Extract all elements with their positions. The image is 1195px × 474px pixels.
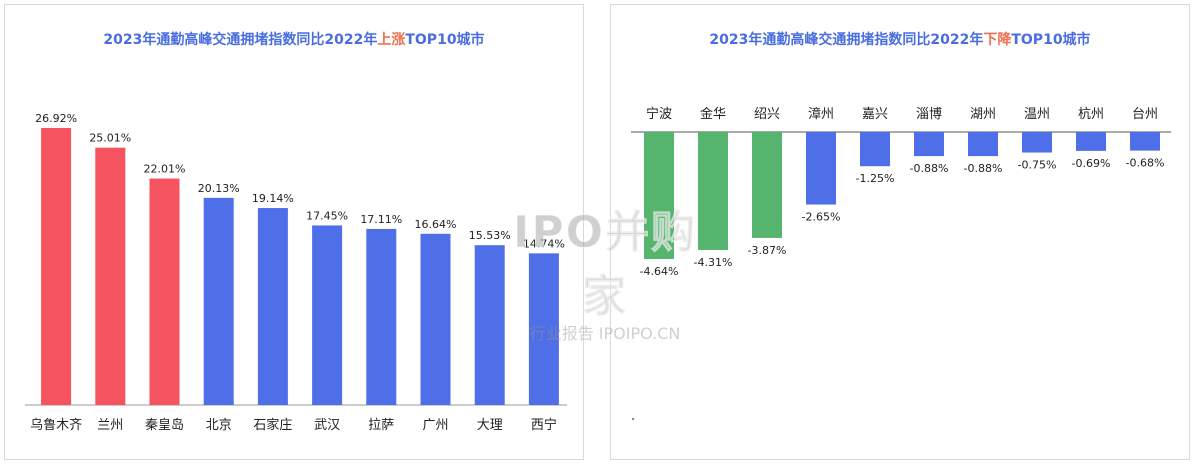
- data-label: 19.14%: [252, 192, 294, 205]
- stray-dot: [632, 418, 634, 420]
- data-label: 26.92%: [35, 112, 77, 125]
- bar: [860, 132, 890, 167]
- x-tick-label: 温州: [1024, 107, 1050, 122]
- bar: [806, 132, 836, 205]
- x-tick-label: 乌鲁木齐: [30, 417, 82, 433]
- bar: [968, 132, 998, 157]
- bar-chart-fall: -4.64% 宁波 -4.31% 金华 -3.87% 绍兴 -2.65% 漳州 -1.25% 嘉兴…: [631, 106, 1171, 278]
- bar-chart-rise: 26.92% 乌鲁木齐 25.01% 兰州 22.01% 秦皇岛 20.13% 北京 19.14…: [25, 112, 567, 433]
- x-tick-label: 金华: [700, 106, 726, 122]
- data-label: -2.65%: [802, 211, 841, 224]
- data-label: -3.87%: [748, 244, 787, 257]
- x-tick-label: 拉萨: [368, 418, 394, 433]
- data-label: -0.75%: [1018, 159, 1057, 172]
- bar: [95, 147, 126, 405]
- data-label: 17.11%: [360, 213, 402, 226]
- bar: [474, 245, 505, 405]
- chart-panel-fall: 2023年通勤高峰交通拥堵指数同比2022年下降TOP10城市 -4.64% 宁波…: [610, 4, 1190, 460]
- data-label: -1.25%: [856, 172, 895, 185]
- chart-title-rise: 2023年通勤高峰交通拥堵指数同比2022年上涨TOP10城市: [103, 32, 485, 48]
- bar: [1076, 132, 1106, 151]
- bar: [41, 128, 72, 405]
- x-tick-label: 台州: [1132, 107, 1158, 122]
- data-label: -0.69%: [1072, 157, 1111, 170]
- bar: [257, 208, 288, 405]
- data-label: -0.88%: [964, 162, 1003, 175]
- data-label: 20.13%: [198, 182, 240, 195]
- x-tick-label: 绍兴: [754, 107, 780, 122]
- bar: [698, 132, 728, 250]
- data-label: -4.31%: [694, 256, 733, 269]
- bar: [420, 233, 451, 405]
- bar: [149, 178, 180, 405]
- x-tick-label: 宁波: [646, 106, 672, 122]
- bar: [644, 132, 674, 259]
- data-label: -4.64%: [640, 265, 679, 278]
- x-tick-label: 秦皇岛: [145, 417, 184, 433]
- data-label: 17.45%: [306, 209, 348, 222]
- data-label: 15.53%: [469, 229, 511, 242]
- x-tick-label: 北京: [206, 418, 232, 433]
- bar: [1022, 132, 1052, 153]
- data-label: 14.74%: [523, 237, 565, 250]
- x-tick-label: 石家庄: [253, 417, 292, 433]
- x-tick-label: 嘉兴: [862, 107, 888, 122]
- chart-panel-rise: 2023年通勤高峰交通拥堵指数同比2022年上涨TOP10城市 26.92% 乌鲁…: [4, 4, 584, 460]
- x-tick-label: 漳州: [808, 106, 834, 122]
- chart-title-fall: 2023年通勤高峰交通拥堵指数同比2022年下降TOP10城市: [709, 32, 1091, 48]
- data-label: 22.01%: [144, 163, 186, 176]
- bar: [528, 253, 559, 405]
- data-label: -0.88%: [910, 162, 949, 175]
- bar: [203, 197, 234, 405]
- x-tick-label: 武汉: [314, 418, 340, 433]
- x-tick-label: 广州: [422, 418, 448, 433]
- bar: [1130, 132, 1160, 151]
- bar: [914, 132, 944, 157]
- x-tick-label: 兰州: [97, 418, 123, 433]
- data-label: 16.64%: [415, 218, 457, 231]
- bar: [312, 225, 343, 405]
- data-label: 25.01%: [89, 132, 131, 145]
- x-tick-label: 西宁: [531, 417, 557, 433]
- data-label: -0.68%: [1126, 157, 1165, 170]
- bar: [752, 132, 782, 238]
- x-tick-label: 淄博: [916, 107, 942, 122]
- x-tick-label: 杭州: [1078, 107, 1104, 122]
- x-tick-label: 湖州: [970, 107, 996, 122]
- bar: [366, 228, 397, 405]
- x-tick-label: 大理: [477, 418, 503, 433]
